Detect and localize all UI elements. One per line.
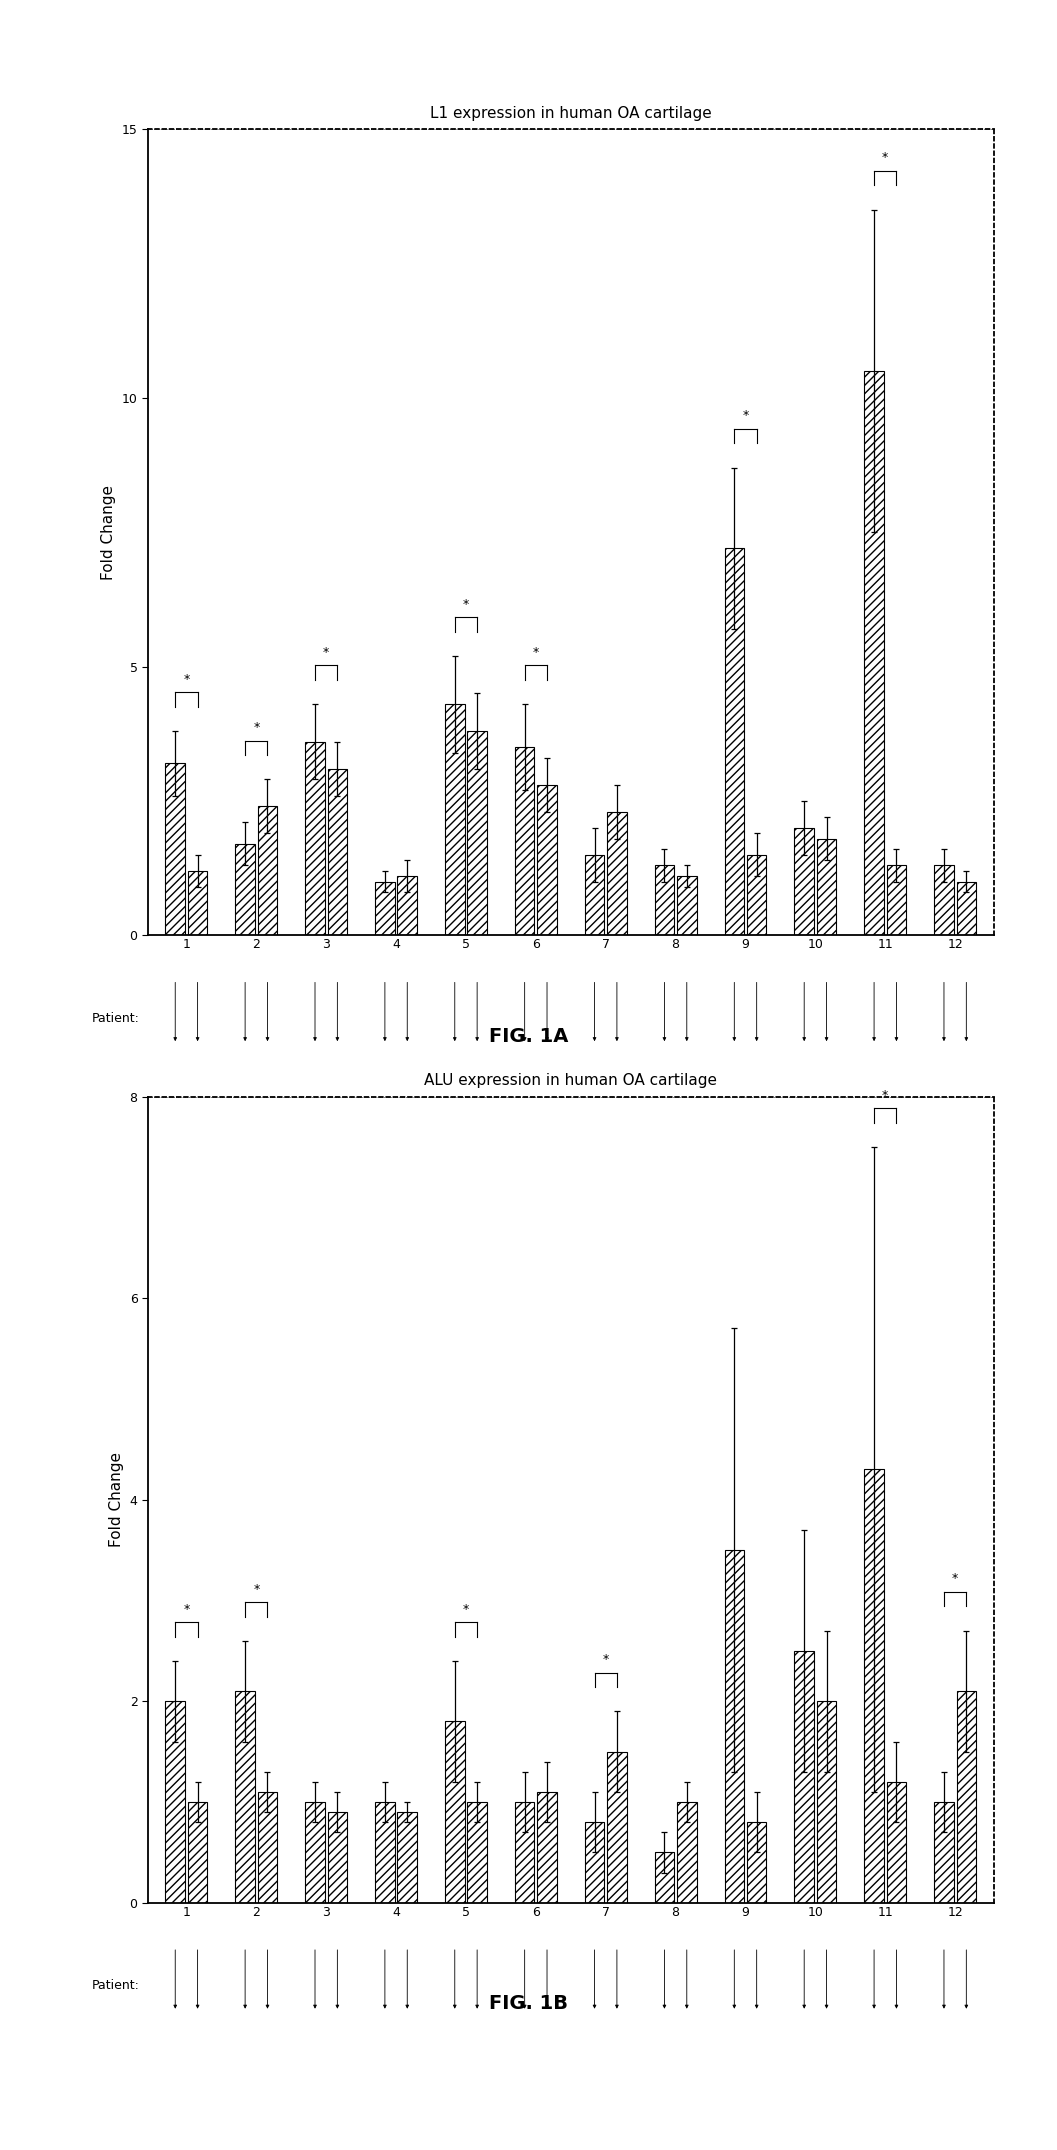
Bar [607,1752,627,1903]
Bar [957,1692,976,1903]
Text: FIG. 1A: FIG. 1A [488,1028,569,1045]
Bar [747,1823,766,1903]
Bar [724,548,744,935]
Text: *: * [183,673,189,686]
Bar [467,731,487,935]
Title: L1 expression in human OA cartilage: L1 expression in human OA cartilage [430,105,711,120]
Bar [515,1802,535,1903]
Bar [607,813,627,935]
Bar [795,828,814,935]
Text: *: * [323,645,330,660]
Bar [328,770,347,935]
Text: *: * [602,1653,609,1666]
Bar [585,856,605,935]
Text: Patient:: Patient: [92,1980,140,1993]
Text: FIG. 1B: FIG. 1B [489,1995,568,2012]
Bar [865,372,884,935]
Bar [795,1651,814,1903]
Bar [887,866,906,935]
Text: *: * [533,645,539,660]
Bar [258,806,277,935]
Text: *: * [254,1582,259,1595]
Text: *: * [742,408,748,424]
Bar [445,1722,465,1903]
Text: Patient:: Patient: [92,1013,140,1026]
Bar [724,1550,744,1903]
Bar [397,877,418,935]
Text: *: * [254,720,259,735]
Bar [305,742,324,935]
Text: *: * [883,1088,888,1101]
Bar [258,1791,277,1903]
Bar [375,882,394,935]
Bar [934,866,953,935]
Bar [537,785,557,935]
Text: *: * [952,1572,959,1585]
Text: *: * [463,598,469,611]
Text: *: * [183,1602,189,1617]
Bar [375,1802,394,1903]
Bar [188,1802,207,1903]
Bar [305,1802,324,1903]
Y-axis label: Fold Change: Fold Change [101,484,116,580]
Text: *: * [883,151,888,166]
Bar [934,1802,953,1903]
Bar [166,1701,185,1903]
Bar [676,1802,697,1903]
Bar [445,705,465,935]
Bar [817,838,836,935]
Bar [585,1823,605,1903]
Bar [166,763,185,935]
Bar [515,748,535,935]
Bar [236,845,255,935]
Bar [236,1692,255,1903]
Bar [817,1701,836,1903]
Bar [188,871,207,935]
Bar [654,866,674,935]
Bar [865,1468,884,1903]
Bar [654,1853,674,1903]
Title: ALU expression in human OA cartilage: ALU expression in human OA cartilage [424,1073,718,1088]
Bar [957,882,976,935]
Bar [467,1802,487,1903]
Bar [537,1791,557,1903]
Bar [397,1812,418,1903]
Bar [887,1782,906,1903]
Text: *: * [463,1602,469,1617]
Bar [676,877,697,935]
Bar [747,856,766,935]
Bar [328,1812,347,1903]
Y-axis label: Fold Change: Fold Change [109,1451,124,1548]
